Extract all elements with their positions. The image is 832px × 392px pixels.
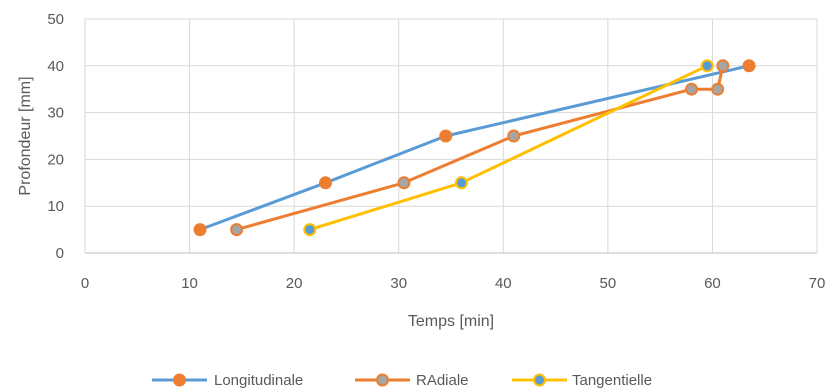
legend: Longitudinale RAdiale Tangentielle bbox=[152, 372, 652, 389]
axes: 0 10 20 30 40 50 60 70 0 10 20 30 40 50 bbox=[47, 11, 825, 292]
legend-marker bbox=[533, 373, 546, 387]
data-point bbox=[319, 176, 333, 190]
data-point bbox=[439, 129, 453, 143]
data-point bbox=[303, 223, 317, 237]
y-tick-label: 50 bbox=[47, 11, 64, 28]
data-point bbox=[685, 82, 699, 96]
legend-item: Longitudinale bbox=[152, 372, 303, 389]
data-point bbox=[711, 82, 725, 96]
legend-marker bbox=[376, 373, 389, 387]
data-point bbox=[716, 59, 730, 73]
x-tick-label: 60 bbox=[704, 275, 721, 292]
x-tick-label: 50 bbox=[600, 275, 617, 292]
legend-item: Tangentielle bbox=[512, 372, 652, 389]
series-line bbox=[236, 65, 725, 232]
data-point bbox=[700, 59, 714, 73]
y-tick-label: 0 bbox=[56, 245, 64, 262]
series-line bbox=[199, 64, 750, 232]
legend-marker bbox=[173, 373, 186, 387]
legend-label: RAdiale bbox=[416, 372, 469, 389]
y-tick-label: 30 bbox=[47, 105, 64, 122]
y-axis-title: Profondeur [mm] bbox=[17, 76, 34, 195]
legend-label: Longitudinale bbox=[214, 372, 303, 389]
y-tick-label: 40 bbox=[47, 58, 64, 75]
series-longitudinale bbox=[193, 59, 756, 237]
y-tick-label: 10 bbox=[47, 198, 64, 215]
series-radiale bbox=[230, 59, 730, 237]
legend-label: Tangentielle bbox=[572, 372, 652, 389]
x-tick-label: 0 bbox=[81, 275, 89, 292]
data-point bbox=[193, 223, 207, 237]
y-tick-label: 20 bbox=[47, 151, 64, 168]
x-tick-label: 10 bbox=[181, 275, 198, 292]
x-tick-label: 30 bbox=[390, 275, 407, 292]
data-point bbox=[397, 176, 411, 190]
x-tick-label: 40 bbox=[495, 275, 512, 292]
x-tick-label: 70 bbox=[809, 275, 826, 292]
legend-item: RAdiale bbox=[355, 372, 469, 389]
series-layer bbox=[193, 59, 756, 237]
data-point bbox=[230, 223, 244, 237]
x-tick-label: 20 bbox=[286, 275, 303, 292]
data-point bbox=[742, 59, 756, 73]
data-point bbox=[507, 129, 521, 143]
series-tangentielle bbox=[303, 59, 714, 237]
x-axis-title: Temps [min] bbox=[408, 313, 494, 330]
data-point bbox=[454, 176, 468, 190]
grid-lines bbox=[85, 18, 818, 253]
